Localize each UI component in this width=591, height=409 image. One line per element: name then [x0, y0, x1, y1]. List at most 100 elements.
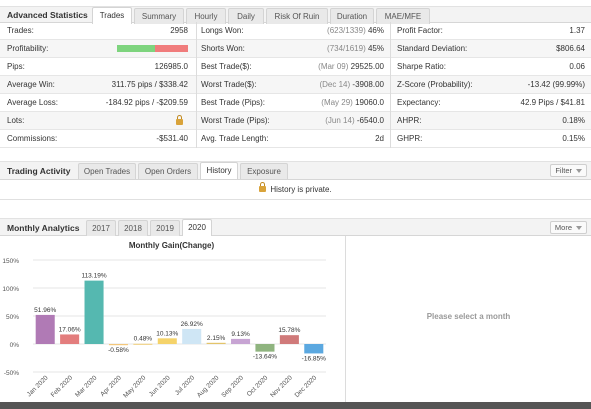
lock-icon: [176, 115, 183, 125]
tab-risk-of-ruin[interactable]: Risk Of Ruin: [266, 8, 328, 24]
stat-label: AHPR:: [397, 116, 422, 125]
tab-2020[interactable]: 2020: [182, 219, 212, 236]
stat-value: (623/1339) 46%: [327, 22, 384, 40]
stat-label: Shorts Won:: [201, 44, 245, 53]
stat-label: Pips:: [7, 62, 25, 71]
x-tick-label: Jul 2020: [174, 374, 197, 397]
stat-detail: (623/1339): [327, 26, 366, 35]
bar-dec-2020: [304, 344, 324, 354]
bar-data-label: 0.48%: [134, 336, 153, 343]
stat-value-text: 29525.00: [350, 62, 384, 71]
tab-summary[interactable]: Summary: [134, 8, 184, 24]
stat-label: Average Loss:: [7, 98, 58, 107]
stats-row: Profitability: Shorts Won: (734/1619) 45% S…: [0, 40, 591, 58]
stat-label: Avg. Trade Length:: [201, 134, 269, 143]
tab-daily[interactable]: Daily: [228, 8, 264, 24]
more-label: More: [554, 223, 572, 232]
stat-detail: (Mar 09): [318, 62, 349, 71]
stat-value: (Jun 14) -6540.0: [325, 112, 384, 130]
x-tick-label: Nov 2020: [269, 374, 294, 399]
stat-label: Standard Deviation:: [397, 44, 468, 53]
x-tick-label: Jan 2020: [26, 374, 50, 398]
y-tick-label: 0%: [10, 342, 20, 349]
bar-data-label: -13.64%: [253, 354, 277, 361]
monthly-gain-chart: Monthly Gain(Change) 150% 100% 50% 0% -50% 51.…: [0, 236, 346, 402]
stats-row: Commissions: -$531.40 Avg. Trade Length: 2…: [0, 130, 591, 148]
tab-open-trades[interactable]: Open Trades: [78, 163, 136, 179]
bar-jan-2020: [35, 314, 55, 344]
tab-hourly[interactable]: Hourly: [186, 8, 226, 24]
bar-jul-2020: [182, 328, 202, 344]
monthly-gain-chart-svg: Monthly Gain(Change) 150% 100% 50% 0% -50% 51.…: [2, 241, 326, 400]
stat-value-text: 45%: [367, 44, 384, 53]
bar-mar-2020: [84, 280, 104, 344]
x-tick-label: May 2020: [122, 374, 147, 399]
x-tick-label: Oct 2020: [246, 374, 270, 398]
stat-value-text: 2d: [375, 134, 384, 143]
history-private-text: History is private.: [270, 185, 332, 194]
bar-feb-2020: [60, 334, 80, 344]
filter-button[interactable]: Filter: [550, 164, 587, 177]
stat-value: -13.42 (99.99%): [527, 80, 585, 89]
select-month-text: Please select a month: [426, 312, 511, 321]
stat-value-text: 46%: [367, 26, 384, 35]
stats-row: Average Win: 311.75 pips / $338.42 Worst T…: [0, 76, 591, 94]
tab-duration[interactable]: Duration: [330, 8, 374, 24]
stat-label: Trades:: [7, 26, 34, 35]
bar-data-label: 9.13%: [231, 331, 250, 338]
tab-open-orders[interactable]: Open Orders: [138, 163, 198, 179]
stat-label: Commissions:: [7, 134, 58, 143]
stat-value: 2958: [170, 26, 188, 35]
bar-sep-2020: [231, 338, 251, 344]
stat-value: 0.15%: [562, 134, 585, 143]
tab-exposure[interactable]: Exposure: [240, 163, 288, 179]
stat-value: -184.92 pips / -$209.59: [105, 98, 188, 107]
chevron-down-icon: [576, 226, 582, 231]
stat-value: -$531.40: [156, 134, 188, 143]
x-tick-label: Sep 2020: [220, 374, 245, 399]
stats-row: Average Loss: -184.92 pips / -$209.59 Best…: [0, 94, 591, 112]
stat-label: Expectancy:: [397, 98, 441, 107]
stat-value: 2d: [375, 130, 384, 148]
stat-value: 1.37: [569, 26, 585, 35]
stat-value: 311.75 pips / $338.42: [111, 80, 188, 89]
tab-2018[interactable]: 2018: [118, 220, 148, 236]
trading-activity-title: Trading Activity: [7, 166, 71, 176]
filter-label: Filter: [555, 166, 572, 175]
stat-label: Lots:: [7, 116, 25, 125]
stat-value: 42.9 Pips / $41.81: [520, 98, 586, 107]
chevron-down-icon: [576, 169, 582, 174]
stat-value: (Mar 09) 29525.00: [318, 58, 384, 76]
history-private-notice: History is private.: [0, 179, 591, 200]
stat-value: 0.18%: [562, 116, 585, 125]
stat-detail: (734/1619): [327, 44, 366, 53]
stat-label: Worst Trade($):: [201, 80, 257, 89]
bar-data-label: 15.78%: [278, 327, 300, 334]
more-button[interactable]: More: [549, 221, 587, 234]
stat-label: Longs Won:: [201, 26, 244, 35]
column-divider: [390, 22, 391, 148]
tab-trades[interactable]: Trades: [92, 7, 132, 24]
bar-data-label: -16.85%: [302, 355, 326, 362]
stat-label: Best Trade($):: [201, 62, 252, 71]
bar-may-2020: [133, 343, 153, 345]
x-tick-label: Dec 2020: [294, 374, 319, 399]
stat-value: (Dec 14) -3908.00: [319, 76, 384, 94]
stat-label: Average Win:: [7, 80, 55, 89]
bar-data-label: 26.92%: [181, 321, 203, 328]
bar-aug-2020: [206, 342, 226, 344]
stat-label: Worst Trade (Pips):: [201, 116, 270, 125]
tab-2019[interactable]: 2019: [150, 220, 180, 236]
tab-history[interactable]: History: [200, 162, 238, 179]
x-tick-label: Mar 2020: [74, 374, 99, 399]
column-divider: [196, 22, 197, 148]
y-tick-label: -50%: [4, 370, 19, 377]
tab-mae-mfe[interactable]: MAE/MFE: [376, 8, 430, 24]
tab-2017[interactable]: 2017: [86, 220, 116, 236]
y-tick-label: 150%: [2, 258, 19, 265]
bar-data-label: 2.15%: [207, 335, 226, 342]
bar-data-label: 51.96%: [34, 307, 56, 314]
stat-label: Profit Factor:: [397, 26, 443, 35]
stat-value-text: 19060.0: [355, 98, 384, 107]
stat-label: Profitability:: [7, 44, 49, 53]
